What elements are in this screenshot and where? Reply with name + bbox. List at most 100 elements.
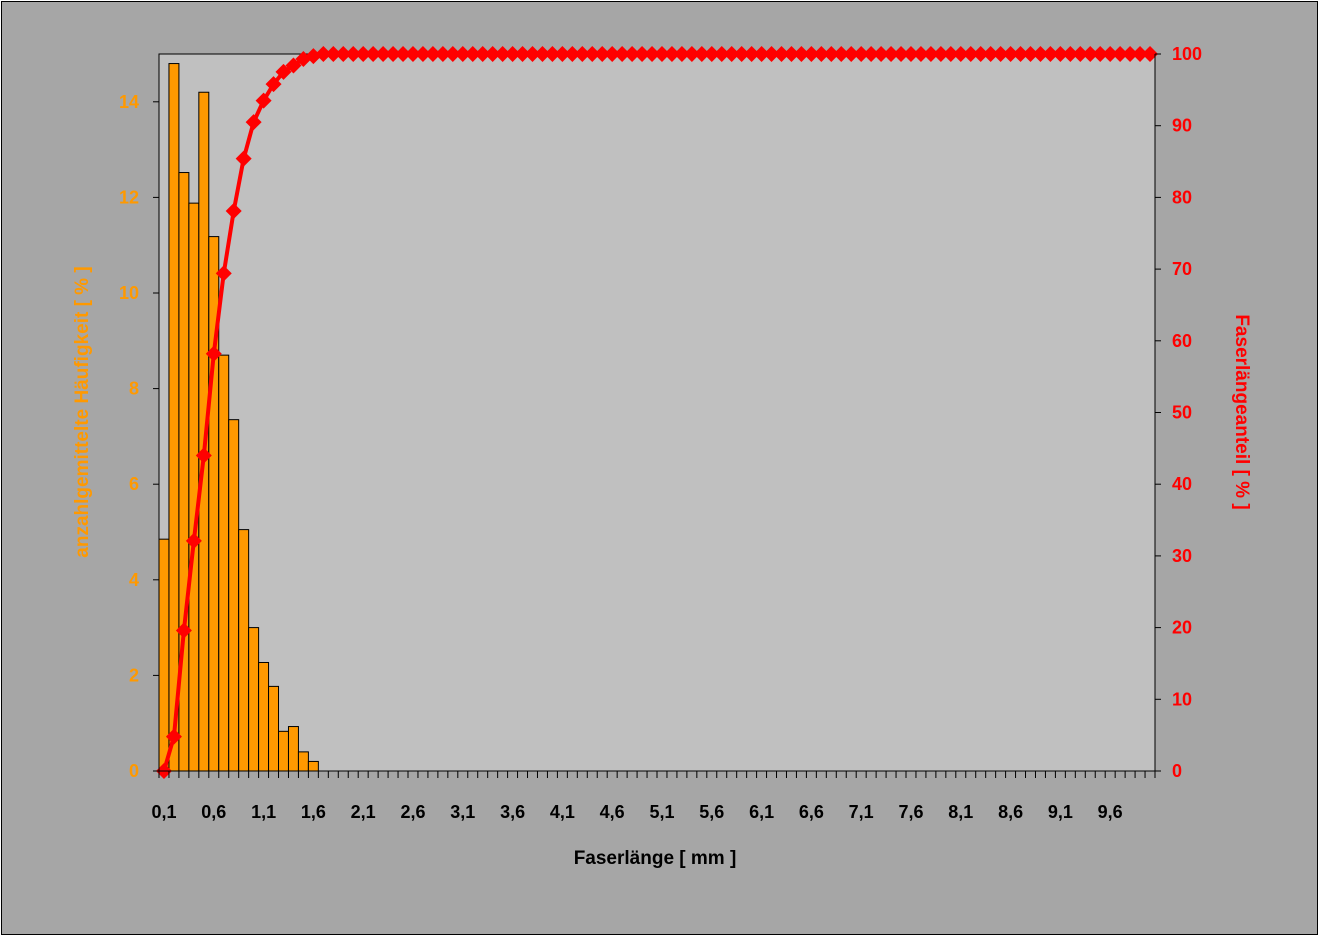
- y2-tick-label: 100: [1172, 44, 1202, 64]
- line-point: [813, 46, 830, 62]
- line-point: [1012, 46, 1029, 62]
- x-tick-label: 4,6: [600, 802, 625, 822]
- line-point: [414, 46, 431, 62]
- y2-tick-label: 70: [1172, 259, 1192, 279]
- plot-area: [158, 53, 1156, 772]
- line-point: [733, 46, 750, 62]
- y-tick-label: 0: [129, 761, 139, 781]
- x-tick-label: 0,1: [151, 802, 176, 822]
- line-point: [395, 46, 412, 62]
- x-tick-label: 6,6: [799, 802, 824, 822]
- line-point: [663, 46, 680, 62]
- y-axis-title-right: Faserlängeanteil [ % ]: [1231, 314, 1252, 509]
- bar: [238, 529, 250, 772]
- x-tick-label: 9,1: [1048, 802, 1073, 822]
- line-point: [1072, 46, 1089, 62]
- y-axis-title-left: anzahlgemittelte Häufigkeit [ % ]: [72, 266, 93, 557]
- line-point: [952, 46, 969, 62]
- line-point: [355, 46, 372, 62]
- y2-tick-label: 20: [1172, 618, 1192, 638]
- bar: [287, 726, 299, 772]
- y-tick-label: 8: [129, 379, 139, 399]
- line-point: [215, 265, 232, 282]
- line-point: [275, 63, 292, 80]
- bar: [168, 63, 180, 772]
- line-point: [514, 46, 531, 62]
- bar: [307, 760, 319, 772]
- line-point: [972, 46, 989, 62]
- line-point: [644, 46, 661, 62]
- line-point: [345, 46, 362, 62]
- line-point: [883, 46, 900, 62]
- line-point: [494, 46, 511, 62]
- line-point: [524, 46, 541, 62]
- line-point: [185, 532, 202, 549]
- line-point: [703, 46, 720, 62]
- line-point: [673, 46, 690, 62]
- line-point: [474, 46, 491, 62]
- line-point: [564, 46, 581, 62]
- line-point: [823, 46, 840, 62]
- line-point: [1112, 46, 1129, 62]
- bar: [218, 354, 230, 772]
- line-point: [325, 46, 342, 62]
- line-point: [484, 46, 501, 62]
- line-point: [763, 46, 780, 62]
- y2-tick-label: 40: [1172, 474, 1192, 494]
- line-point: [365, 46, 382, 62]
- line-point: [922, 46, 939, 62]
- x-tick-label: 9,6: [1098, 802, 1123, 822]
- line-point: [285, 57, 302, 74]
- x-tick-label: 1,1: [251, 802, 276, 822]
- line-point: [245, 114, 262, 131]
- line-point: [634, 46, 651, 62]
- line-point: [1002, 46, 1019, 62]
- x-tick-label: 7,1: [849, 802, 874, 822]
- line-point: [255, 92, 272, 109]
- line-point: [853, 46, 870, 62]
- line-point: [833, 46, 850, 62]
- y2-tick-label: 80: [1172, 187, 1192, 207]
- line-point: [1062, 46, 1079, 62]
- bar: [258, 661, 270, 772]
- line-point: [534, 46, 551, 62]
- line-point: [1132, 46, 1149, 62]
- x-tick-label: 5,6: [699, 802, 724, 822]
- line-point: [604, 46, 621, 62]
- x-tick-label: 2,1: [351, 802, 376, 822]
- x-tick-label: 5,1: [649, 802, 674, 822]
- line-point: [165, 728, 182, 745]
- y-tick-label: 14: [119, 92, 139, 112]
- line-point: [873, 46, 890, 62]
- x-tick-label: 8,1: [948, 802, 973, 822]
- line-point: [723, 46, 740, 62]
- line-point: [863, 46, 880, 62]
- x-tick-label: 6,1: [749, 802, 774, 822]
- line-point: [893, 46, 910, 62]
- y-tick-label: 10: [119, 283, 139, 303]
- line-point: [803, 46, 820, 62]
- line-point: [195, 447, 212, 464]
- y-tick-label: 6: [129, 474, 139, 494]
- y2-tick-label: 90: [1172, 116, 1192, 136]
- line-point: [375, 46, 392, 62]
- bar: [297, 751, 309, 772]
- line-point: [1122, 46, 1139, 62]
- line-point: [454, 46, 471, 62]
- line-point: [554, 46, 571, 62]
- line-point: [1092, 46, 1109, 62]
- line-point: [902, 46, 919, 62]
- line-point: [434, 46, 451, 62]
- x-tick-label: 7,6: [898, 802, 923, 822]
- y2-tick-label: 50: [1172, 403, 1192, 423]
- line-point: [624, 46, 641, 62]
- x-tick-label: 4,1: [550, 802, 575, 822]
- line-point: [404, 46, 421, 62]
- y2-tick-label: 60: [1172, 331, 1192, 351]
- x-tick-label: 8,6: [998, 802, 1023, 822]
- y2-tick-label: 0: [1172, 761, 1182, 781]
- line-point: [693, 46, 710, 62]
- line-point: [843, 46, 860, 62]
- line-point: [1142, 46, 1159, 62]
